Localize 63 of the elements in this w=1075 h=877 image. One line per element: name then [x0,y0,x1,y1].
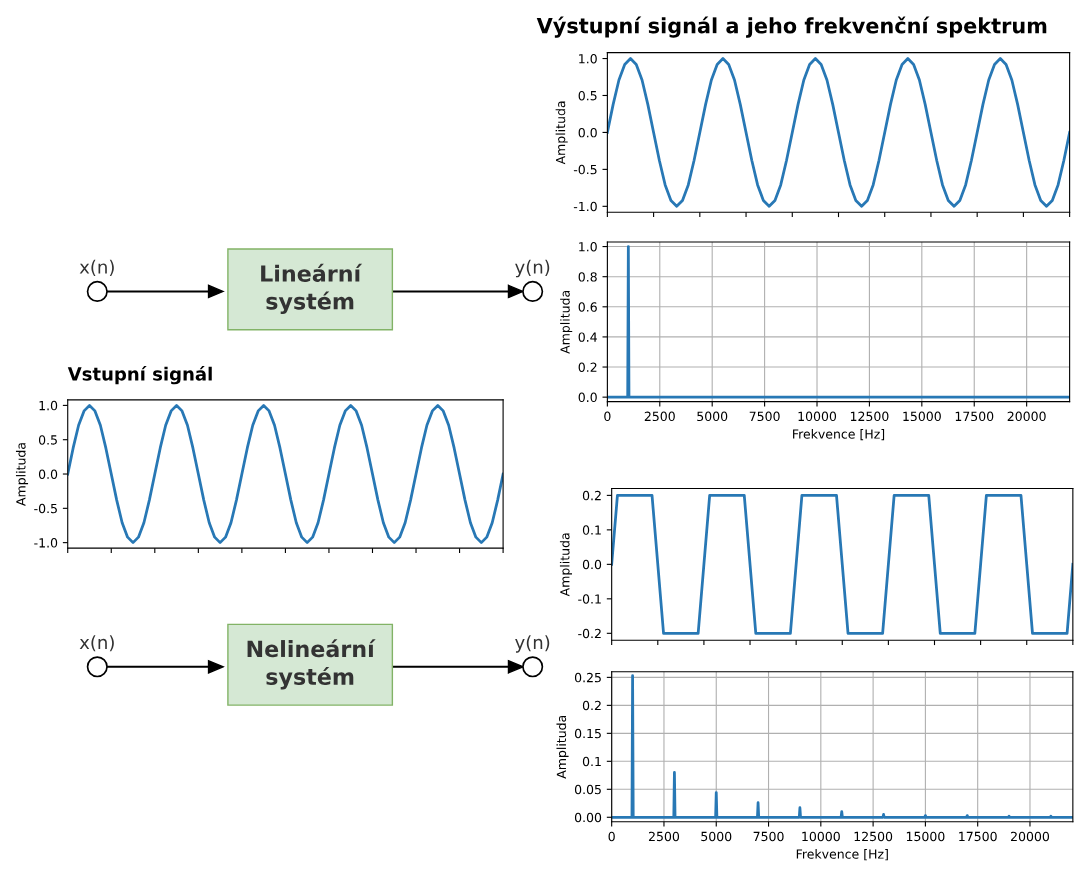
x-tick-label: 7500 [753,831,784,842]
y-tick-label: 0.6 [578,302,597,312]
y-tick-label: 0.8 [578,272,597,282]
line-series [67,404,504,545]
text: x(n) [79,259,114,276]
x-axis-title: Frekvence [Hz] [796,849,888,861]
x-tick-label: 2500 [644,411,675,422]
x-axis-title: Frekvence [Hz] [793,429,885,441]
x-tick-label: 12500 [850,411,889,422]
y-tick-label: 0.1 [582,756,601,767]
chart-title: Vstupní signál [67,366,212,385]
y-axis-title: Amplituda [559,533,573,597]
y-tick-label: 0.1 [582,525,601,535]
x-tick-label: 0 [608,831,615,842]
y-tick-label: 1.0 [579,54,597,64]
y-tick-label: 0.05 [574,784,601,795]
y-axis-title: Amplituda [555,101,568,165]
y-tick-label: 0.15 [574,728,601,739]
x-tick-label: 5000 [701,831,732,842]
y-axis-title: Amplituda [15,443,29,506]
x-tick-label: 20000 [1011,831,1050,842]
y-tick-label: -0.1 [578,594,601,604]
y-tick-label: 1.0 [579,242,597,252]
x-tick-label: 0 [604,411,611,422]
y-tick-label: 0.0 [38,469,58,479]
y-tick-label: -0.2 [578,628,601,639]
y-axis-title: Amplituda [560,290,573,354]
x-tick-label: 12500 [854,831,893,842]
text: y(n) [515,635,550,653]
y-axis-title: Amplituda [556,715,569,779]
text: y(n) [515,259,550,278]
y-tick-label: -1.0 [34,538,58,548]
text: x(n) [79,635,114,652]
y-tick-label: 0.4 [578,332,597,342]
y-tick-label: 0.2 [578,362,597,372]
x-tick-label: 15000 [903,411,941,422]
x-tick-label: 10000 [802,831,840,842]
y-tick-label: -0.5 [573,164,597,175]
x-tick-label: 5000 [697,411,728,422]
y-tick-label: 0.25 [574,672,601,683]
x-tick-label: 17500 [955,411,994,422]
y-tick-label: 0.5 [578,90,597,101]
y-tick-label: 0.0 [582,559,602,570]
y-tick-label: 0.0 [578,392,597,403]
y-tick-label: 0.5 [38,435,57,445]
chart-title: Výstupní signál a jeho frekvenční spektrum [536,16,1047,38]
y-tick-label: -0.5 [34,503,57,514]
text: Nelineární systém [247,639,376,690]
x-tick-label: 15000 [906,831,945,842]
line-series [607,57,1070,208]
y-tick-label: -1.0 [573,201,597,212]
x-tick-label: 17500 [959,831,997,842]
y-tick-label: 0.2 [582,490,601,501]
text: Lineární systém [261,263,363,315]
x-tick-label: 10000 [798,411,837,422]
y-tick-label: 0.0 [578,127,597,138]
y-tick-label: 0.2 [582,700,601,711]
x-tick-label: 7500 [749,411,780,422]
x-tick-label: 20000 [1007,411,1046,422]
y-tick-label: 0.00 [574,812,602,823]
line-series [611,674,1073,819]
y-tick-label: 1.0 [39,400,58,411]
x-tick-label: 2500 [648,831,680,842]
